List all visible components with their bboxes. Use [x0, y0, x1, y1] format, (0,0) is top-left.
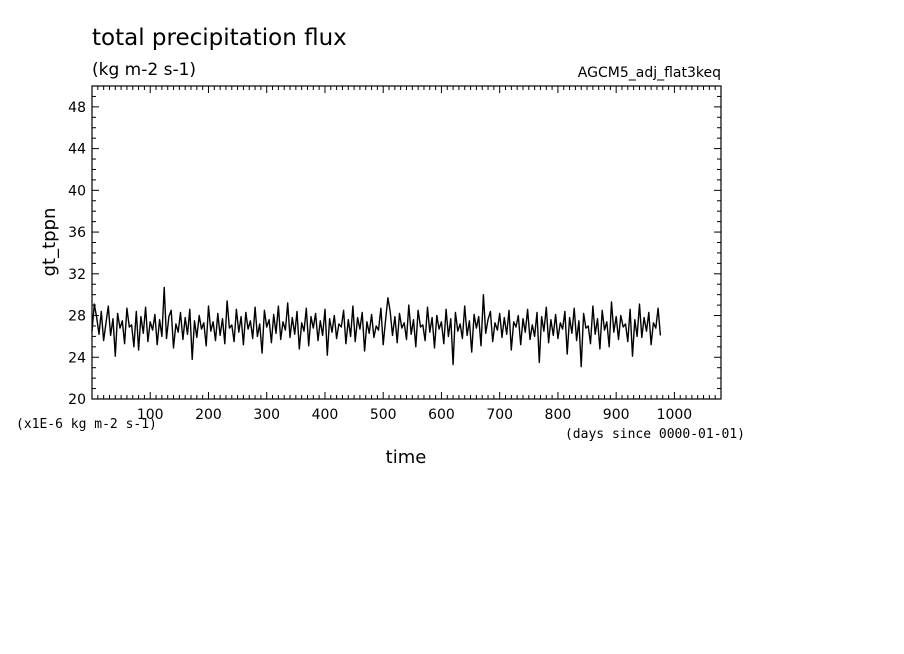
- x-tick-label: 100: [137, 407, 164, 423]
- series-line: [91, 286, 662, 368]
- x-tick-label: 400: [312, 407, 339, 423]
- y-tick-label: 32: [68, 267, 86, 283]
- y-axis-label: gt_tppn: [39, 208, 60, 277]
- y-tick-label: 28: [68, 309, 86, 325]
- plot-frame: [91, 85, 722, 400]
- y-axis-ticks: 20 24 28 32 36 40 44 48: [68, 85, 721, 408]
- y-tick-label: 20: [68, 392, 86, 408]
- x-tick-label: 800: [545, 407, 572, 423]
- x-tick-label: 1000: [657, 407, 693, 423]
- x-axis-label: time: [386, 447, 427, 468]
- y-tick-label: 48: [68, 100, 86, 116]
- x-axis-units: (days since 0000-01-01): [565, 427, 745, 442]
- y-tick-label: 36: [68, 225, 86, 241]
- y-tick-label: 24: [68, 350, 86, 366]
- chart-units: (kg m-2 s-1): [92, 60, 196, 80]
- x-tick-label: 200: [195, 407, 222, 423]
- experiment-name: AGCM5_adj_flat3keq: [578, 65, 721, 81]
- y-tick-label: 44: [68, 142, 86, 158]
- x-tick-label: 900: [603, 407, 630, 423]
- x-tick-label: 300: [253, 407, 280, 423]
- x-axis-ticks: 100 200 300 400 500 600 700 800 900 1000: [97, 86, 716, 423]
- y-axis-units: (x1E-6 kg m-2 s-1): [16, 417, 157, 432]
- series-layer: [91, 286, 662, 368]
- x-tick-label: 500: [370, 407, 397, 423]
- chart-title: total precipitation flux: [92, 25, 347, 51]
- x-tick-label: 600: [428, 407, 455, 423]
- x-tick-label: 700: [486, 407, 513, 423]
- y-tick-label: 40: [68, 183, 86, 199]
